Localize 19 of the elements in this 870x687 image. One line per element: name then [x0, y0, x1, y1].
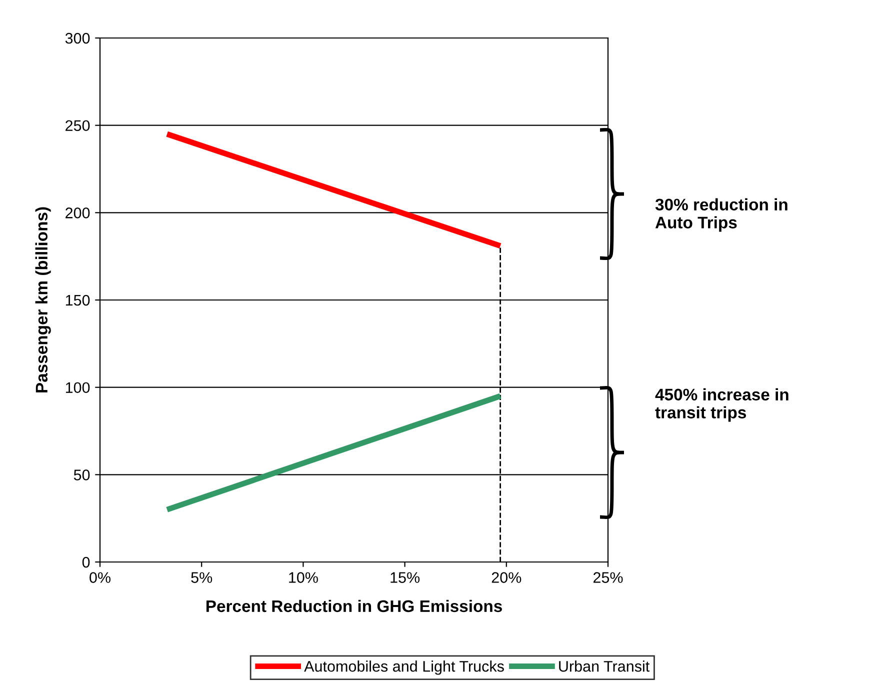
x-tick-label: 15%: [390, 572, 420, 583]
x-tick-label: 20%: [492, 572, 522, 583]
x-tick-label: 0%: [90, 572, 110, 583]
y-tick-label: 50: [74, 470, 90, 480]
y-tick-label: 300: [65, 32, 90, 44]
x-axis-title: Percent Reduction in GHG Emissions: [206, 600, 502, 612]
y-tick-label: 200: [66, 208, 90, 218]
y-tick-label: 0: [82, 556, 90, 568]
y-tick-label: 100: [66, 382, 90, 394]
y-tick-label: 150: [66, 294, 90, 306]
x-tick-label: 25%: [593, 572, 623, 583]
x-tick-label: 5%: [191, 572, 212, 583]
legend-label: Automobiles and Light Trucks: [304, 660, 504, 675]
legend-label: Urban Transit: [559, 660, 650, 672]
y-tick-label: 250: [66, 120, 90, 132]
text: 450% increase in transit trips: [655, 388, 788, 422]
text: 30% reduction in Auto Trips: [655, 198, 788, 232]
x-tick-label: 10%: [289, 572, 318, 583]
y-axis-title: Passenger km (billions): [35, 207, 51, 392]
